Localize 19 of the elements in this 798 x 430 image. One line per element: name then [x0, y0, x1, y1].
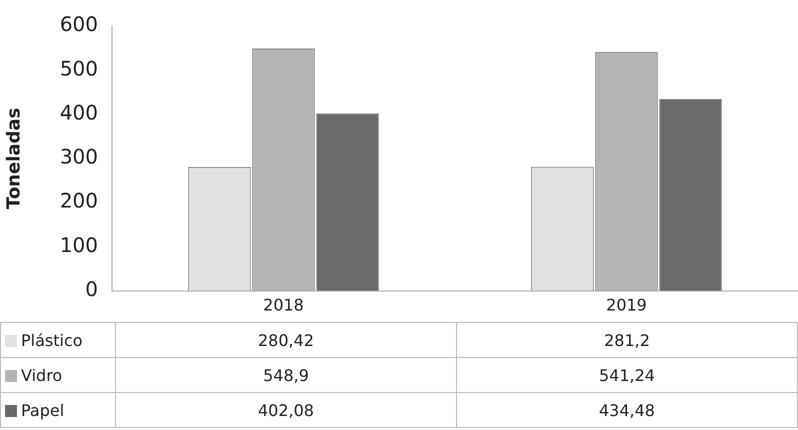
x-tick-label: 2018	[263, 296, 304, 315]
y-tick-label: 200	[60, 188, 98, 213]
data-label: 434,48	[456, 392, 798, 428]
data-label: 281,2	[456, 322, 798, 358]
y-tick-label: 100	[60, 232, 98, 257]
data-label: 548,9	[116, 358, 456, 392]
x-tick-label: 2019	[606, 296, 647, 315]
y-tick-label: 400	[60, 100, 98, 124]
y-tick-label: 600	[60, 12, 98, 36]
y-axis-title: Toneladas	[3, 108, 24, 210]
data-label: 402,08	[116, 392, 456, 428]
legend-label: Vidro	[0, 358, 116, 392]
y-tick-label: 300	[60, 144, 98, 169]
data-label: 280,42	[116, 322, 456, 358]
y-tick-label: 500	[60, 56, 98, 80]
legend-label: Plástico	[0, 322, 116, 358]
data-label: 541,24	[456, 358, 798, 392]
y-tick-label: 0	[85, 277, 98, 302]
legend-label: Papel	[0, 392, 116, 428]
